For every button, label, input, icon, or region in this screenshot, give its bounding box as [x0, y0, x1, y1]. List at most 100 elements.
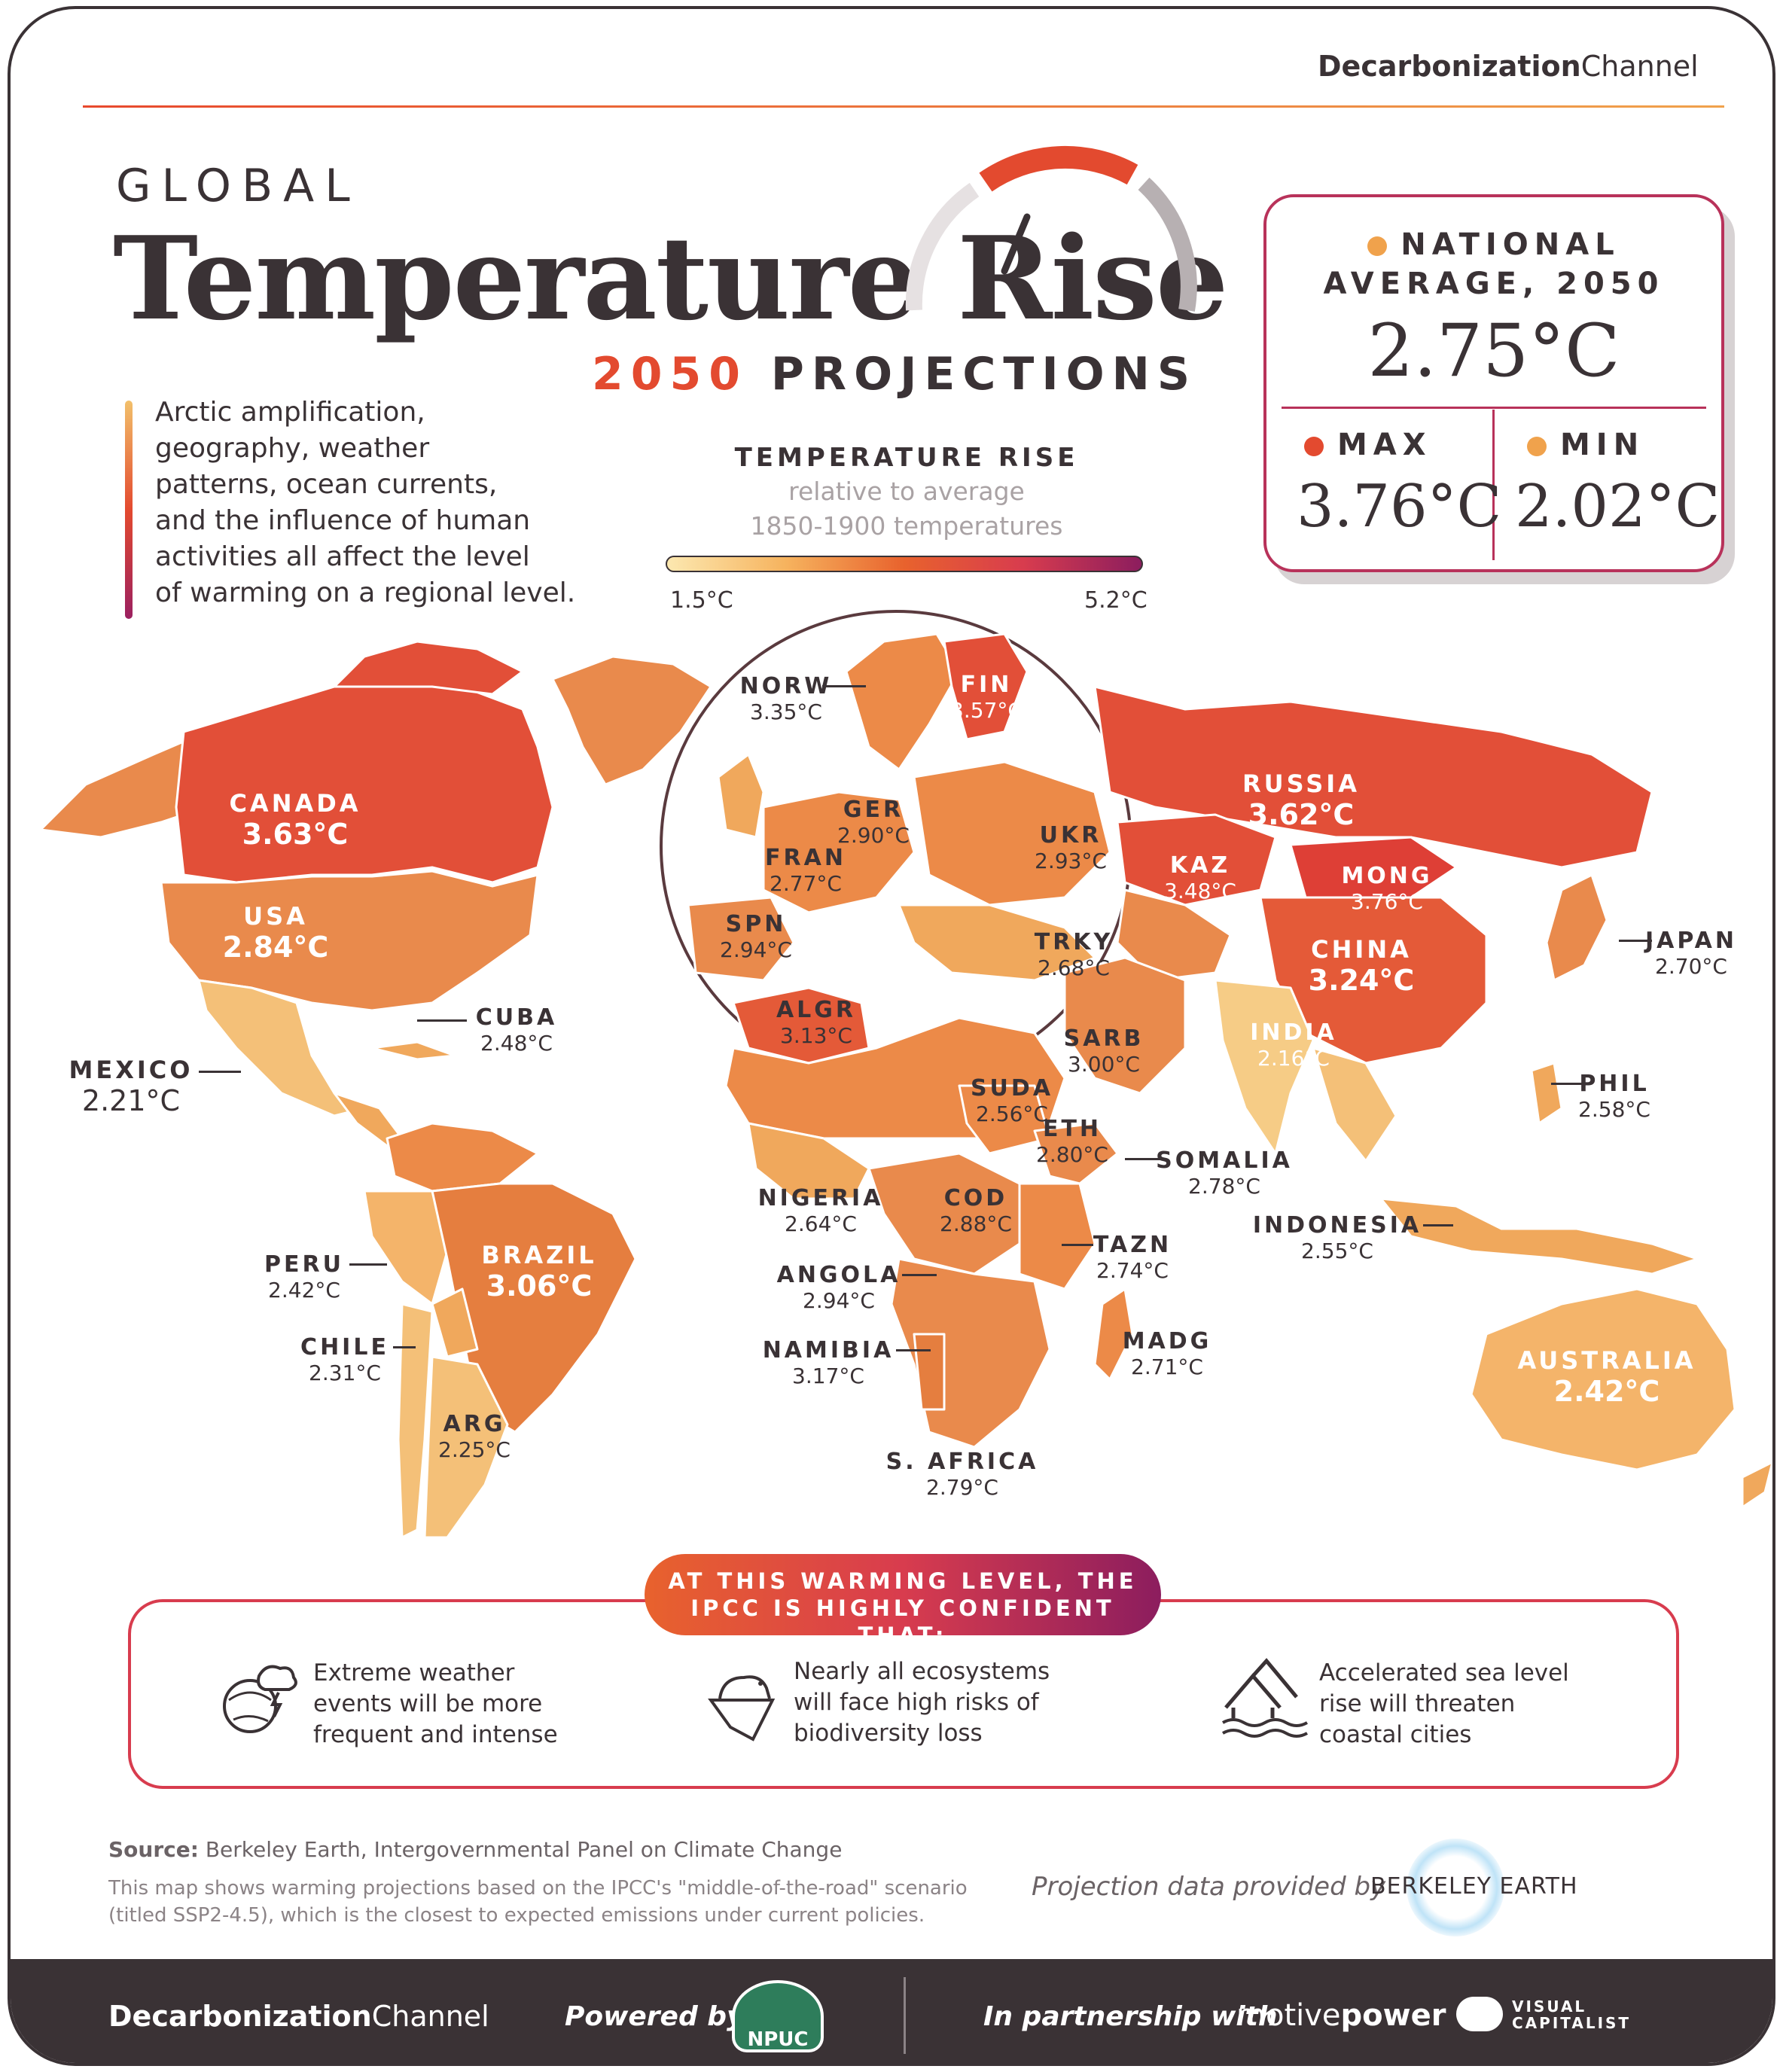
leader-somalia	[1125, 1158, 1164, 1160]
map-text: 2.56°C	[976, 1102, 1048, 1126]
region-greenland	[551, 655, 712, 786]
leader-phil	[1551, 1083, 1583, 1085]
map-text: AUSTRALIA	[1517, 1346, 1696, 1375]
motivepower-logo: motivepower	[1236, 1998, 1446, 2033]
map-text: 3.62°C	[1248, 798, 1355, 831]
intro-accent-bar	[125, 401, 133, 619]
legend-min: 1.5°C	[670, 587, 733, 614]
region-philippines	[1530, 1062, 1563, 1125]
map-text: CHINA	[1311, 935, 1412, 964]
provided-by-text: Projection data provided by	[1032, 1872, 1386, 1902]
map-text: 2.78°C	[1188, 1174, 1260, 1199]
label-ger: GER 2.90°C	[837, 797, 910, 848]
label-madg: MADG 2.71°C	[1123, 1328, 1212, 1379]
source-label: Source:	[108, 1837, 199, 1862]
map-text: NAMIBIA	[762, 1337, 895, 1364]
visual-capitalist-icon	[1456, 1997, 1503, 2031]
partnership-text: In partnership with	[983, 2001, 1278, 2032]
leader-japan	[1619, 940, 1652, 942]
footer-divider	[904, 1977, 906, 2054]
label-suda: SUDA 2.56°C	[971, 1075, 1053, 1126]
map-text: 3.24°C	[1308, 964, 1415, 997]
visual-capitalist-logo: VISUAL CAPITALIST	[1512, 1998, 1631, 2031]
intro-line: of warming on a regional level.	[155, 577, 576, 608]
label-kaz: KAZ 3.48°C	[1164, 852, 1236, 903]
stats-divider-v	[1492, 410, 1495, 560]
map-text: 2.21°C	[81, 1084, 181, 1117]
impact-line: Accelerated sea level	[1319, 1659, 1569, 1687]
subtitle-year: 2050	[592, 348, 748, 401]
leader-mexico	[199, 1071, 241, 1073]
region-west-africa	[747, 1122, 870, 1200]
map-text: 2.88°C	[940, 1211, 1012, 1236]
label-cod: COD 2.88°C	[940, 1185, 1012, 1236]
map-text: CANADA	[229, 789, 361, 818]
region-australia	[1470, 1287, 1736, 1471]
map-text: S. AFRICA	[885, 1449, 1039, 1475]
map-text: 2.70°C	[1655, 954, 1727, 979]
label-namibia: NAMIBIA 3.17°C	[763, 1337, 895, 1388]
impact-text-weather: Extreme weather events will be more freq…	[313, 1658, 558, 1751]
region-western-europe	[762, 791, 916, 914]
motive-text: motive	[1236, 1998, 1341, 2033]
max-dot	[1304, 437, 1324, 456]
label-india: INDIA 2.16°C	[1250, 1019, 1337, 1071]
impacts-banner: AT THIS WARMING LEVEL, THE IPCC IS HIGHL…	[645, 1554, 1161, 1648]
map-text: 2.94°C	[720, 937, 792, 962]
leader-tazn	[1062, 1244, 1093, 1246]
npuc-logo: NPUC	[732, 1980, 824, 2052]
max-label: MAX	[1304, 428, 1432, 462]
label-trky: TRKY 2.68°C	[1035, 929, 1114, 980]
max-label-text: MAX	[1337, 428, 1432, 462]
map-text: 2.55°C	[1301, 1239, 1373, 1263]
intro-line: patterns, ocean currents,	[155, 469, 498, 500]
label-russia: RUSSIA 3.62°C	[1242, 769, 1360, 831]
label-fin: FIN 3.57°C	[950, 672, 1023, 723]
map-text: 2.31°C	[309, 1361, 381, 1385]
map-text: 2.68°C	[1038, 955, 1110, 980]
header-brand-logo: DecarbonizationChannel	[1318, 50, 1699, 83]
min-label: MIN	[1527, 428, 1644, 462]
label-ukr: UKR 2.93°C	[1035, 822, 1107, 873]
gauge-icon	[905, 145, 1197, 312]
stats-panel: NATIONAL AVERAGE, 2050 2.75°C MAX 3.76°C…	[1263, 194, 1724, 572]
stats-divider-h	[1282, 407, 1706, 409]
map-text: 2.42°C	[1553, 1375, 1660, 1408]
impact-line: Extreme weather	[313, 1659, 515, 1687]
intro-line: and the influence of human	[155, 505, 531, 536]
map-text: MEXICO	[69, 1056, 194, 1084]
page-title: Temperature Rise	[113, 211, 1229, 346]
map-text: 3.35°C	[750, 699, 822, 724]
region-algeria	[732, 986, 870, 1065]
label-indonesia: INDONESIA 2.55°C	[1253, 1212, 1422, 1263]
intro-text: Arctic amplification, geography, weather…	[155, 395, 575, 611]
map-text: MADG	[1122, 1328, 1212, 1354]
footer: DecarbonizationChannel Powered by NPUC I…	[11, 1959, 1772, 2063]
power-text: power	[1340, 1998, 1446, 2033]
map-text: 2.74°C	[1096, 1258, 1169, 1283]
map-text: KAZ	[1169, 852, 1231, 879]
footer-brand-logo: DecarbonizationChannel	[108, 2000, 489, 2033]
map-text: 3.13°C	[780, 1023, 852, 1048]
label-nigeria: NIGERIA 2.64°C	[758, 1185, 884, 1236]
label-algr: ALGR 3.13°C	[776, 997, 856, 1048]
label-safrica: S. AFRICA 2.79°C	[886, 1449, 1039, 1500]
impact-line: frequent and intense	[313, 1721, 558, 1748]
label-eth: ETH 2.80°C	[1036, 1116, 1108, 1167]
map-text: PERU	[264, 1251, 344, 1278]
intro-line: geography, weather	[155, 433, 430, 464]
legend-max: 5.2°C	[1084, 587, 1148, 614]
map-text: 2.16°C	[1257, 1046, 1330, 1071]
leader-angola	[902, 1274, 937, 1276]
region-sudan	[958, 1084, 1051, 1155]
map-text: TAZN	[1093, 1232, 1172, 1258]
map-text: 2.94°C	[803, 1288, 875, 1313]
region-japan	[1545, 873, 1608, 982]
vc-line2: CAPITALIST	[1512, 2014, 1632, 2032]
leader-cuba	[417, 1019, 467, 1022]
note-line: (titled SSP2-4.5), which is the closest …	[108, 1904, 925, 1927]
map-text: 3.17°C	[792, 1364, 864, 1388]
title-kicker: GLOBAL	[116, 160, 361, 212]
leader-indonesia	[1423, 1224, 1453, 1226]
label-japan: JAPAN 2.70°C	[1645, 928, 1737, 979]
